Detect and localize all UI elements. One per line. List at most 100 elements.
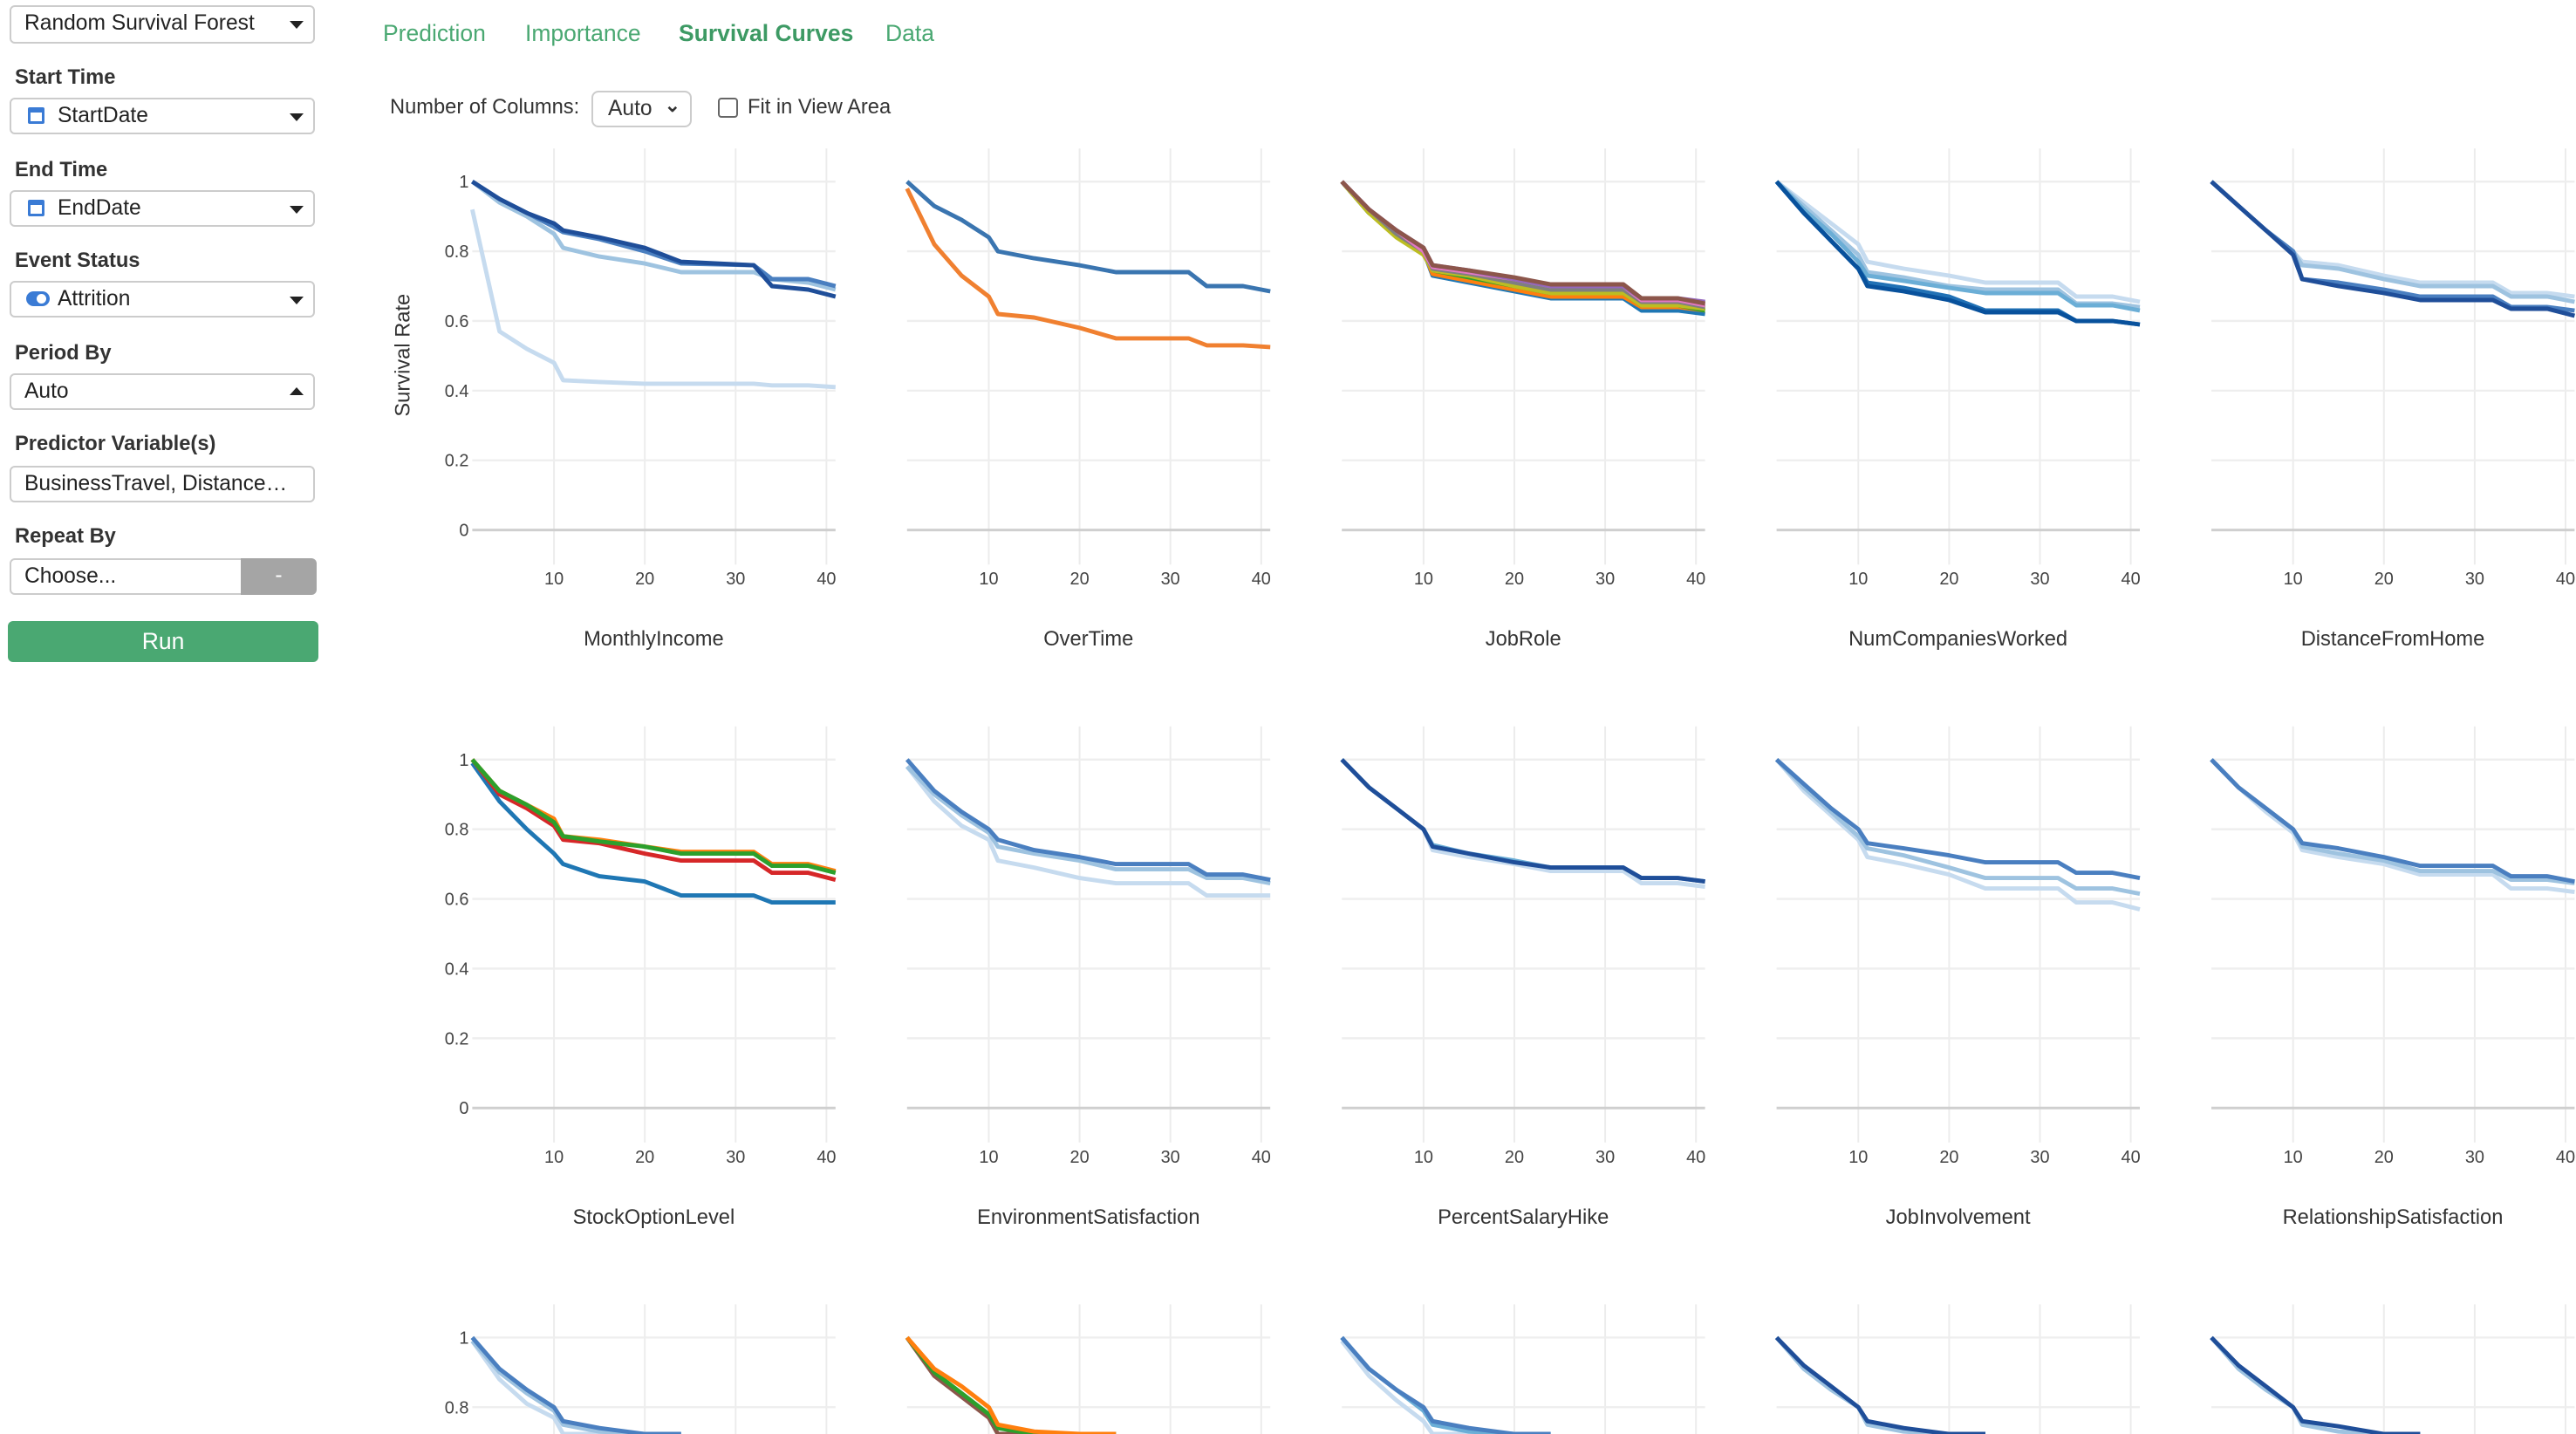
y-tick-label: 0.2 [445, 1029, 469, 1048]
y-tick-label: 1 [459, 173, 468, 192]
x-tick-label: 20 [1070, 570, 1090, 589]
x-tick-label: 30 [2465, 1148, 2484, 1167]
y-tick-label: 1 [459, 751, 468, 770]
survival-curve-line [1774, 757, 2141, 881]
x-tick-label: 40 [1252, 1148, 1271, 1167]
survival-curve-line [1340, 1335, 1551, 1434]
columns-select[interactable]: Auto ⌄ [591, 91, 692, 127]
x-tick-label: 40 [2122, 570, 2141, 589]
chart-title: PercentSalaryHike [1438, 1206, 1609, 1229]
survival-curve-line [470, 761, 836, 905]
toggle-icon [26, 291, 50, 306]
tab-data[interactable]: Data [885, 20, 934, 46]
survival-curve-line [1340, 180, 1705, 317]
y-tick-label: 0.8 [445, 1398, 469, 1417]
survival-curve-line [1774, 1335, 1985, 1434]
caret-up-icon [290, 387, 304, 395]
y-tick-label: 0.8 [445, 242, 469, 262]
caret-down-icon [290, 21, 304, 29]
x-tick-label: 10 [1414, 1148, 1433, 1167]
x-tick-label: 40 [2556, 1148, 2575, 1167]
x-tick-label: 10 [1848, 1148, 1868, 1167]
survival-curve-line [1340, 1335, 1551, 1434]
chart-title: MonthlyIncome [584, 628, 724, 651]
x-tick-label: 40 [1252, 570, 1271, 589]
survival-curve-line [1775, 180, 2141, 304]
columns-label: Number of Columns: [390, 96, 580, 119]
y-tick-label: 0 [459, 522, 468, 541]
survival-curve-line [1774, 758, 2141, 897]
x-tick-label: 10 [544, 1148, 564, 1167]
survival-curve-line [471, 180, 837, 299]
x-tick-label: 20 [2374, 570, 2394, 589]
tab-importance[interactable]: Importance [525, 20, 641, 46]
x-tick-label: 20 [2374, 1148, 2394, 1167]
caret-down-icon [290, 206, 304, 214]
x-tick-label: 40 [817, 1148, 836, 1167]
survival-curve-line [2210, 758, 2575, 886]
survival-curve-line [470, 1335, 681, 1434]
survival-curve-line [905, 1335, 1117, 1434]
y-axis-label: Survival Rate [392, 294, 414, 417]
repeat-by-clear-button[interactable]: - [241, 558, 317, 595]
survival-curve-line [905, 1335, 1117, 1434]
x-tick-label: 20 [635, 570, 654, 589]
start-time-select[interactable]: StartDate [10, 98, 315, 134]
x-tick-label: 30 [1595, 1148, 1615, 1167]
chart-title: EnvironmentSatisfaction [977, 1206, 1199, 1229]
x-tick-label: 30 [1595, 570, 1615, 589]
survival-curve-line [2210, 1335, 2421, 1434]
fit-in-view-checkbox[interactable] [718, 98, 738, 118]
survival-curve-line [1340, 180, 1705, 311]
survival-curve-line [471, 180, 837, 289]
x-tick-label: 10 [1414, 570, 1433, 589]
repeat-by-select[interactable]: Choose... [10, 558, 243, 595]
survival-curve-line [905, 188, 1271, 350]
caret-down-icon [290, 297, 304, 304]
survival-curve-line [470, 758, 837, 882]
survival-curve-line [1774, 1335, 1985, 1434]
y-tick-label: 0.4 [445, 382, 469, 401]
y-tick-label: 0.4 [445, 959, 469, 979]
chevron-down-icon: ⌄ [664, 94, 680, 116]
y-tick-label: 1 [459, 1328, 468, 1348]
survival-curve-line [905, 1335, 1117, 1434]
x-tick-label: 40 [2556, 570, 2575, 589]
calendar-icon [28, 200, 44, 216]
x-tick-label: 30 [2465, 570, 2484, 589]
predictors-input[interactable]: BusinessTravel, DistanceFr… [10, 466, 315, 502]
survival-curve-line [470, 180, 837, 292]
survival-curve-line [470, 208, 836, 390]
x-tick-label: 40 [2122, 1148, 2141, 1167]
start-time-label: Start Time [15, 66, 116, 89]
repeat-by-label: Repeat By [15, 525, 116, 548]
x-tick-label: 30 [726, 1148, 745, 1167]
x-tick-label: 20 [1939, 570, 1958, 589]
x-tick-label: 10 [1848, 570, 1868, 589]
fit-in-view-label[interactable]: Fit in View Area [748, 96, 892, 119]
run-button[interactable]: Run [8, 621, 318, 662]
x-tick-label: 10 [2284, 1148, 2303, 1167]
survival-curve-line [2210, 758, 2575, 884]
x-tick-label: 10 [979, 1148, 998, 1167]
y-tick-label: 0.6 [445, 312, 469, 331]
end-time-select[interactable]: EndDate [10, 190, 315, 227]
x-tick-label: 30 [1161, 570, 1180, 589]
survival-curve-line [2210, 758, 2575, 895]
survival-curve-line [470, 758, 837, 875]
x-tick-label: 20 [1505, 570, 1524, 589]
x-tick-label: 40 [817, 570, 836, 589]
survival-curve-line [2210, 1335, 2421, 1434]
survival-curve-line [470, 1339, 681, 1434]
survival-curve-line [2210, 180, 2576, 318]
period-by-select[interactable]: Auto [10, 373, 315, 410]
event-status-select[interactable]: Attrition [10, 281, 315, 318]
x-tick-label: 20 [1070, 1148, 1090, 1167]
survival-curve-line [470, 1339, 681, 1434]
x-tick-label: 40 [1686, 570, 1705, 589]
tab-prediction[interactable]: Prediction [383, 20, 486, 46]
model-select[interactable]: Random Survival Forest [10, 5, 315, 44]
survival-curve-line [2210, 180, 2575, 304]
tab-survival-curves[interactable]: Survival Curves [679, 20, 854, 46]
